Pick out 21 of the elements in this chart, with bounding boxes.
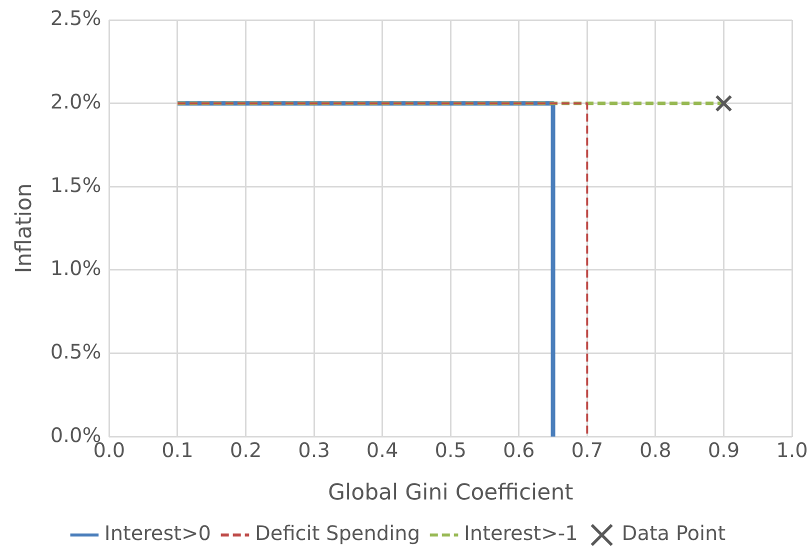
x-tick-label: 0.5 xyxy=(434,438,467,462)
x-tick-label: 0.4 xyxy=(366,438,398,462)
x-tick-label: 0.3 xyxy=(298,438,330,462)
y-tick-label: 1.5% xyxy=(50,172,102,197)
x-tick-label: 0.2 xyxy=(230,438,262,462)
y-axis-title: Inflation xyxy=(12,183,37,274)
y-tick-label: 2.0% xyxy=(50,90,102,114)
x-tick-label: 1.0 xyxy=(776,438,808,462)
legend-label: Interest>0 xyxy=(104,521,211,546)
x-tick-label: 0.7 xyxy=(571,438,604,462)
y-tick-label: 1.0% xyxy=(50,256,102,280)
y-tick-label: 2.5% xyxy=(50,6,102,30)
x-tick-label: 0.1 xyxy=(162,438,194,462)
y-tick-label: 0.5% xyxy=(50,339,102,364)
x-tick-label: 0.8 xyxy=(640,438,672,462)
x-axis-title: Global Gini Coefficient xyxy=(328,480,574,506)
x-tick-label: 0.6 xyxy=(502,438,535,462)
legend-label: Interest>-1 xyxy=(464,521,578,546)
x-tick-label: 0.9 xyxy=(708,438,740,462)
legend-label: Deficit Spending xyxy=(254,521,420,546)
legend-label: Data Point xyxy=(622,521,726,546)
